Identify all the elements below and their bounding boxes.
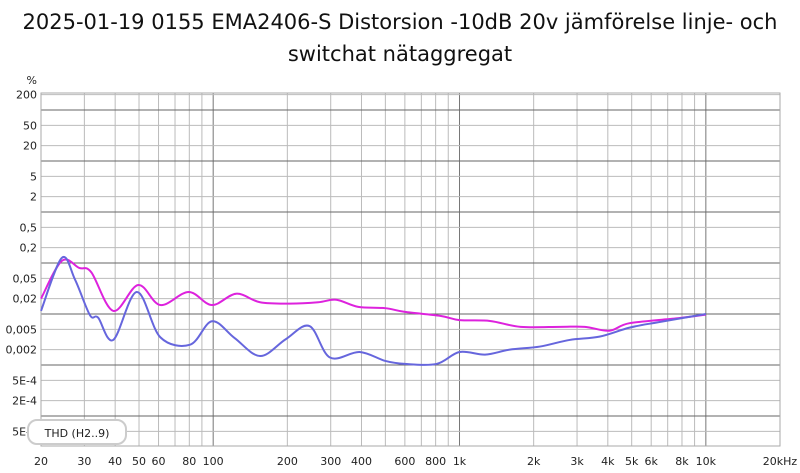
y-tick-label: 5E-4 xyxy=(12,374,37,387)
x-tick-label: 2k xyxy=(527,455,541,468)
x-tick-label: 60 xyxy=(152,455,166,468)
chart-title: 2025-01-19 0155 EMA2406-S Distorsion -10… xyxy=(22,10,778,66)
y-tick-label: 0,02 xyxy=(13,293,38,306)
x-tick-label: 600 xyxy=(394,455,415,468)
legend-label: THD (H2..9) xyxy=(44,427,110,440)
series-line-1 xyxy=(40,258,706,332)
x-tick-label: 400 xyxy=(351,455,372,468)
y-tick-label: 2 xyxy=(30,191,37,204)
series-line-2 xyxy=(40,255,707,366)
y-axis-unit: % xyxy=(27,74,37,87)
x-tick-label: 20 xyxy=(34,455,48,468)
x-tick-label: 30 xyxy=(77,455,91,468)
y-tick-label: 20 xyxy=(23,140,37,153)
x-tick-label: 5k xyxy=(625,455,639,468)
y-tick-label: 5 xyxy=(30,170,37,183)
y-tick-label: 0,05 xyxy=(13,272,38,285)
x-tick-label: 800 xyxy=(425,455,446,468)
y-tick-label: 2E-4 xyxy=(12,395,37,408)
x-tick-label: 200 xyxy=(277,455,298,468)
y-tick-label: 0,2 xyxy=(20,242,38,255)
y-tick-label: 0,005 xyxy=(6,323,38,336)
legend-box xyxy=(27,419,127,445)
x-tick-label: 6k xyxy=(645,455,659,468)
x-tick-label: 8k xyxy=(675,455,689,468)
y-tick-label: 50 xyxy=(23,119,37,132)
y-tick-label: 0,002 xyxy=(6,344,38,357)
y-tick-label: 200 xyxy=(16,89,37,102)
x-tick-label: 80 xyxy=(182,455,196,468)
y-tick-label: 0,5 xyxy=(20,221,38,234)
x-tick-label: 4k xyxy=(601,455,615,468)
x-tick-label: 20kHz xyxy=(763,455,798,468)
x-tick-label: 50 xyxy=(132,455,146,468)
x-tick-label: 300 xyxy=(320,455,341,468)
x-tick-label: 100 xyxy=(203,455,224,468)
plot-frame xyxy=(40,92,781,447)
x-tick-label: 10k xyxy=(696,455,717,468)
x-tick-label: 40 xyxy=(108,455,122,468)
x-tick-label: 1k xyxy=(453,455,467,468)
x-tick-label: 3k xyxy=(570,455,584,468)
